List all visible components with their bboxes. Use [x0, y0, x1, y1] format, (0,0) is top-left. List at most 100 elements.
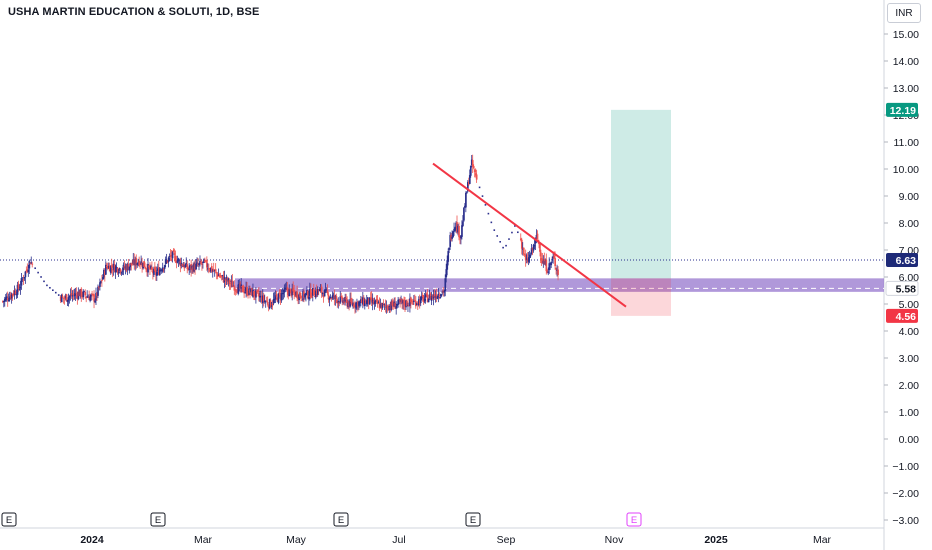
currency-selector[interactable]: INR: [887, 3, 921, 23]
candle-body: [62, 297, 65, 299]
candle-body: [2, 301, 4, 303]
candle-body: [124, 266, 127, 269]
candle-body: [285, 287, 288, 289]
candle-body: [63, 297, 66, 299]
candle-body: [255, 290, 257, 298]
x-tick-label: Nov: [605, 534, 624, 546]
candle-body: [291, 287, 294, 296]
candle-body: [423, 298, 426, 301]
price-labels: 12.19 6.63 5.58 4.56: [885, 102, 919, 323]
candle-body: [261, 295, 264, 304]
candle-body: [126, 263, 129, 271]
candle-dot: [493, 229, 496, 231]
candle-body: [471, 160, 474, 167]
candle-body: [289, 288, 292, 290]
candle-body: [447, 251, 450, 262]
candle-body: [344, 297, 347, 302]
candle-body: [286, 287, 289, 292]
candle-body: [359, 301, 361, 304]
candle-body: [204, 260, 206, 262]
candle-body: [439, 296, 442, 298]
candle-body: [18, 289, 21, 291]
candle-body: [466, 182, 469, 192]
candle-body: [462, 221, 464, 226]
candle-body: [161, 267, 164, 272]
candle-body: [114, 266, 117, 273]
candle-body: [150, 266, 152, 269]
candle-body: [130, 262, 133, 266]
candle-body: [297, 297, 299, 299]
candle-body: [541, 258, 544, 264]
candle-dot: [511, 231, 513, 234]
candle-body: [452, 231, 454, 237]
stop-label: [886, 308, 918, 323]
x-tick-label: Mar: [813, 534, 832, 546]
candle-body: [128, 266, 131, 271]
y-tick-label: 10.00: [893, 164, 919, 176]
candle-dot: [496, 235, 499, 237]
candle-body: [123, 265, 126, 269]
candle-dot: [52, 289, 54, 292]
earnings-marker[interactable]: [333, 512, 349, 527]
candle-body: [376, 299, 379, 305]
candle-body: [333, 295, 336, 299]
earnings-marker[interactable]: [626, 512, 642, 527]
candle-dot: [517, 231, 519, 234]
candle-body: [353, 304, 355, 307]
candle-body: [400, 300, 402, 302]
candle-body: [90, 294, 92, 297]
candle-body: [176, 260, 179, 263]
candle-body: [463, 207, 465, 221]
candle-body: [76, 294, 79, 299]
candle-body: [368, 297, 371, 305]
candle-body: [3, 298, 6, 302]
candle-body: [143, 261, 145, 267]
candle-body: [443, 290, 446, 293]
earnings-marker[interactable]: [465, 512, 481, 527]
candle-dot: [514, 225, 516, 227]
candle-body: [386, 305, 389, 309]
resistance-trendline: [432, 162, 627, 308]
candle-body: [239, 282, 242, 289]
candle-body: [332, 294, 335, 297]
y-tick-label: 5.00: [899, 299, 920, 311]
candle-body: [282, 292, 285, 295]
earnings-marker[interactable]: [150, 512, 166, 527]
candle-body: [202, 261, 204, 264]
candle-body: [383, 304, 386, 306]
candle-body: [374, 300, 377, 302]
candle-body: [279, 294, 282, 299]
candle-body: [473, 169, 476, 173]
candle-body: [475, 174, 478, 180]
candle-body: [555, 267, 557, 270]
candle-body: [218, 274, 221, 277]
candle-body: [224, 278, 227, 281]
candle-body: [167, 257, 170, 263]
candle-body: [240, 284, 243, 289]
candle-body: [132, 259, 135, 264]
candle-body: [94, 300, 96, 303]
candle-body: [120, 272, 123, 274]
candle-body: [312, 289, 315, 296]
candle-body: [178, 260, 181, 262]
y-tick-label: 9.00: [899, 191, 920, 203]
candle-body: [206, 260, 208, 268]
candle-dot: [40, 276, 42, 278]
candle-body: [292, 287, 295, 292]
candle-body: [528, 254, 531, 258]
candle-body: [319, 288, 322, 290]
candle-body: [262, 295, 265, 301]
candle-body: [377, 302, 380, 304]
candle-body: [7, 300, 10, 302]
candle-body: [308, 296, 310, 300]
candle-body: [345, 297, 348, 300]
candle-body: [542, 260, 545, 265]
candle-body: [545, 259, 548, 272]
candle-body: [215, 271, 218, 274]
earnings-marker[interactable]: [1, 512, 17, 527]
candle-body: [316, 288, 319, 295]
trendline: [432, 162, 627, 308]
candle-body: [221, 275, 224, 277]
